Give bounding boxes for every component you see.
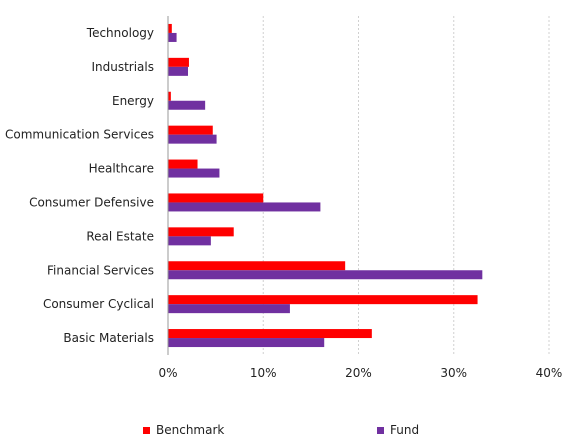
bar-fund-consumer-cyclical <box>168 304 290 314</box>
category-labels: Technology Industrials Energy Communication… <box>5 26 154 345</box>
bar-fund-basic-materials <box>168 338 325 348</box>
x-gridlines <box>262 16 550 355</box>
x-tick-labels: 0% 10% 20% 30% 40% <box>158 366 562 380</box>
bar-benchmark-real-estate <box>168 227 234 237</box>
category-label-healthcare: Healthcare <box>89 162 154 176</box>
bar-fund-consumer-defensive <box>168 202 321 212</box>
bar-fund-technology <box>168 32 177 42</box>
bar-fund-industrials <box>168 66 189 76</box>
legend-label-benchmark: Benchmark <box>156 423 225 437</box>
category-label-technology: Technology <box>86 26 154 40</box>
category-label-industrials: Industrials <box>91 60 154 74</box>
x-tick-label: 30% <box>440 366 467 380</box>
bar-fund-energy <box>168 100 206 110</box>
bar-fund-communication-services <box>168 134 217 144</box>
category-label-energy: Energy <box>112 94 154 108</box>
bar-benchmark-industrials <box>168 57 189 67</box>
x-tick-label: 10% <box>250 366 277 380</box>
category-label-communication-services: Communication Services <box>5 128 154 142</box>
bar-benchmark-healthcare <box>168 159 198 169</box>
bar-benchmark-basic-materials <box>168 329 372 339</box>
category-label-real-estate: Real Estate <box>86 229 154 243</box>
bar-fund-financial-services <box>168 270 483 280</box>
legend-fund: Fund <box>377 423 419 437</box>
category-label-consumer-defensive: Consumer Defensive <box>29 195 154 209</box>
bars <box>168 23 483 348</box>
category-label-basic-materials: Basic Materials <box>63 331 154 345</box>
x-tick-label: 0% <box>158 366 177 380</box>
x-tick-label: 20% <box>345 366 372 380</box>
legend-benchmark: Benchmark <box>143 423 224 437</box>
legend-label-fund: Fund <box>390 423 420 437</box>
category-label-financial-services: Financial Services <box>47 263 154 277</box>
bar-benchmark-energy <box>168 91 171 101</box>
bar-benchmark-technology <box>168 23 172 33</box>
legend-swatch-fund <box>377 426 384 434</box>
bar-benchmark-communication-services <box>168 125 213 135</box>
bar-fund-healthcare <box>168 168 220 178</box>
bar-benchmark-consumer-defensive <box>168 193 264 203</box>
bar-benchmark-consumer-cyclical <box>168 295 478 305</box>
x-tick-label: 40% <box>536 366 563 380</box>
category-label-consumer-cyclical: Consumer Cyclical <box>43 297 154 311</box>
bar-fund-real-estate <box>168 236 211 246</box>
legend-swatch-benchmark <box>143 426 150 434</box>
bar-benchmark-financial-services <box>168 261 346 271</box>
